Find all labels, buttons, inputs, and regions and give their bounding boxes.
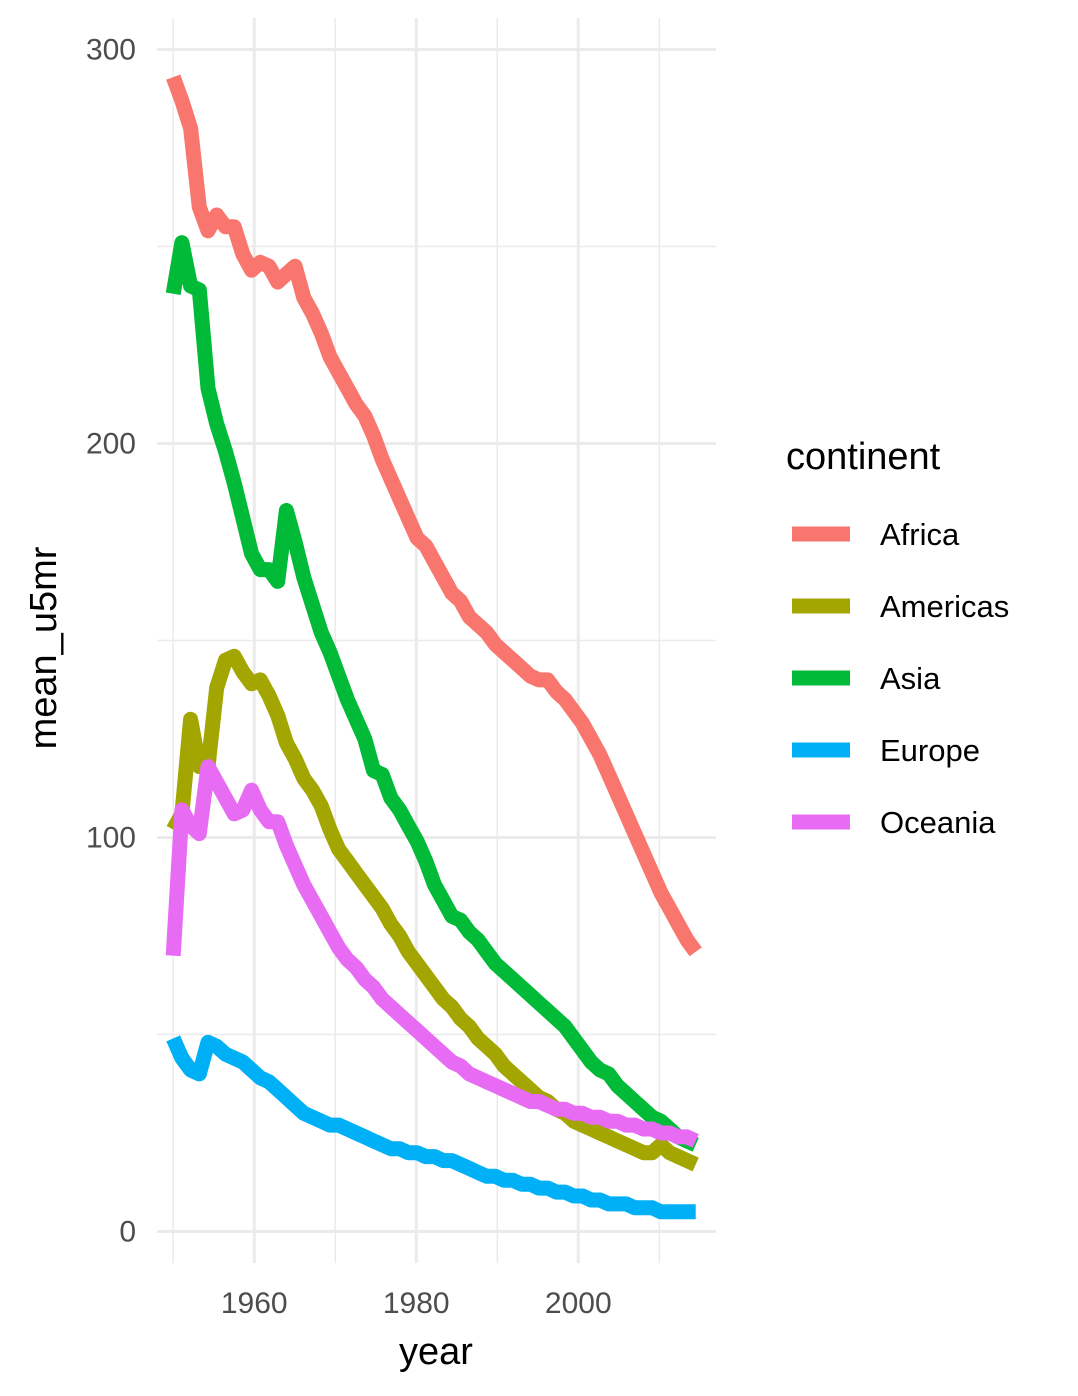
y-tick-label: 100 bbox=[86, 821, 136, 854]
legend-label-americas: Americas bbox=[880, 589, 1009, 624]
series-line-asia bbox=[165, 235, 699, 1152]
x-tick-label: 1960 bbox=[221, 1287, 288, 1320]
x-axis-title: year bbox=[399, 1331, 473, 1373]
y-tick-labels: 0 100 200 300 bbox=[86, 34, 136, 1249]
series-lines bbox=[165, 74, 702, 1220]
series-line-africa bbox=[166, 74, 702, 957]
y-axis-title: mean_u5mr bbox=[23, 546, 65, 749]
y-tick-label: 0 bbox=[119, 1215, 136, 1248]
x-tick-label: 2000 bbox=[545, 1287, 612, 1320]
legend-label-africa: Africa bbox=[880, 517, 960, 552]
y-tick-label: 300 bbox=[86, 34, 136, 67]
legend-label-asia: Asia bbox=[880, 661, 941, 696]
y-tick-label: 200 bbox=[86, 428, 136, 461]
legend-title: continent bbox=[786, 436, 941, 478]
legend-label-oceania: Oceania bbox=[880, 805, 996, 840]
legend-label-europe: Europe bbox=[880, 733, 980, 768]
series-line-americas bbox=[166, 648, 699, 1172]
series-line-oceania bbox=[165, 759, 699, 1148]
series-line-europe bbox=[166, 1034, 696, 1220]
x-tick-label: 1980 bbox=[383, 1287, 450, 1320]
legend: continent Africa Americas Asia Europe Oceani… bbox=[786, 436, 1009, 840]
minor-gridlines bbox=[157, 18, 716, 1263]
x-tick-labels: 1960 1980 2000 bbox=[221, 1287, 612, 1320]
